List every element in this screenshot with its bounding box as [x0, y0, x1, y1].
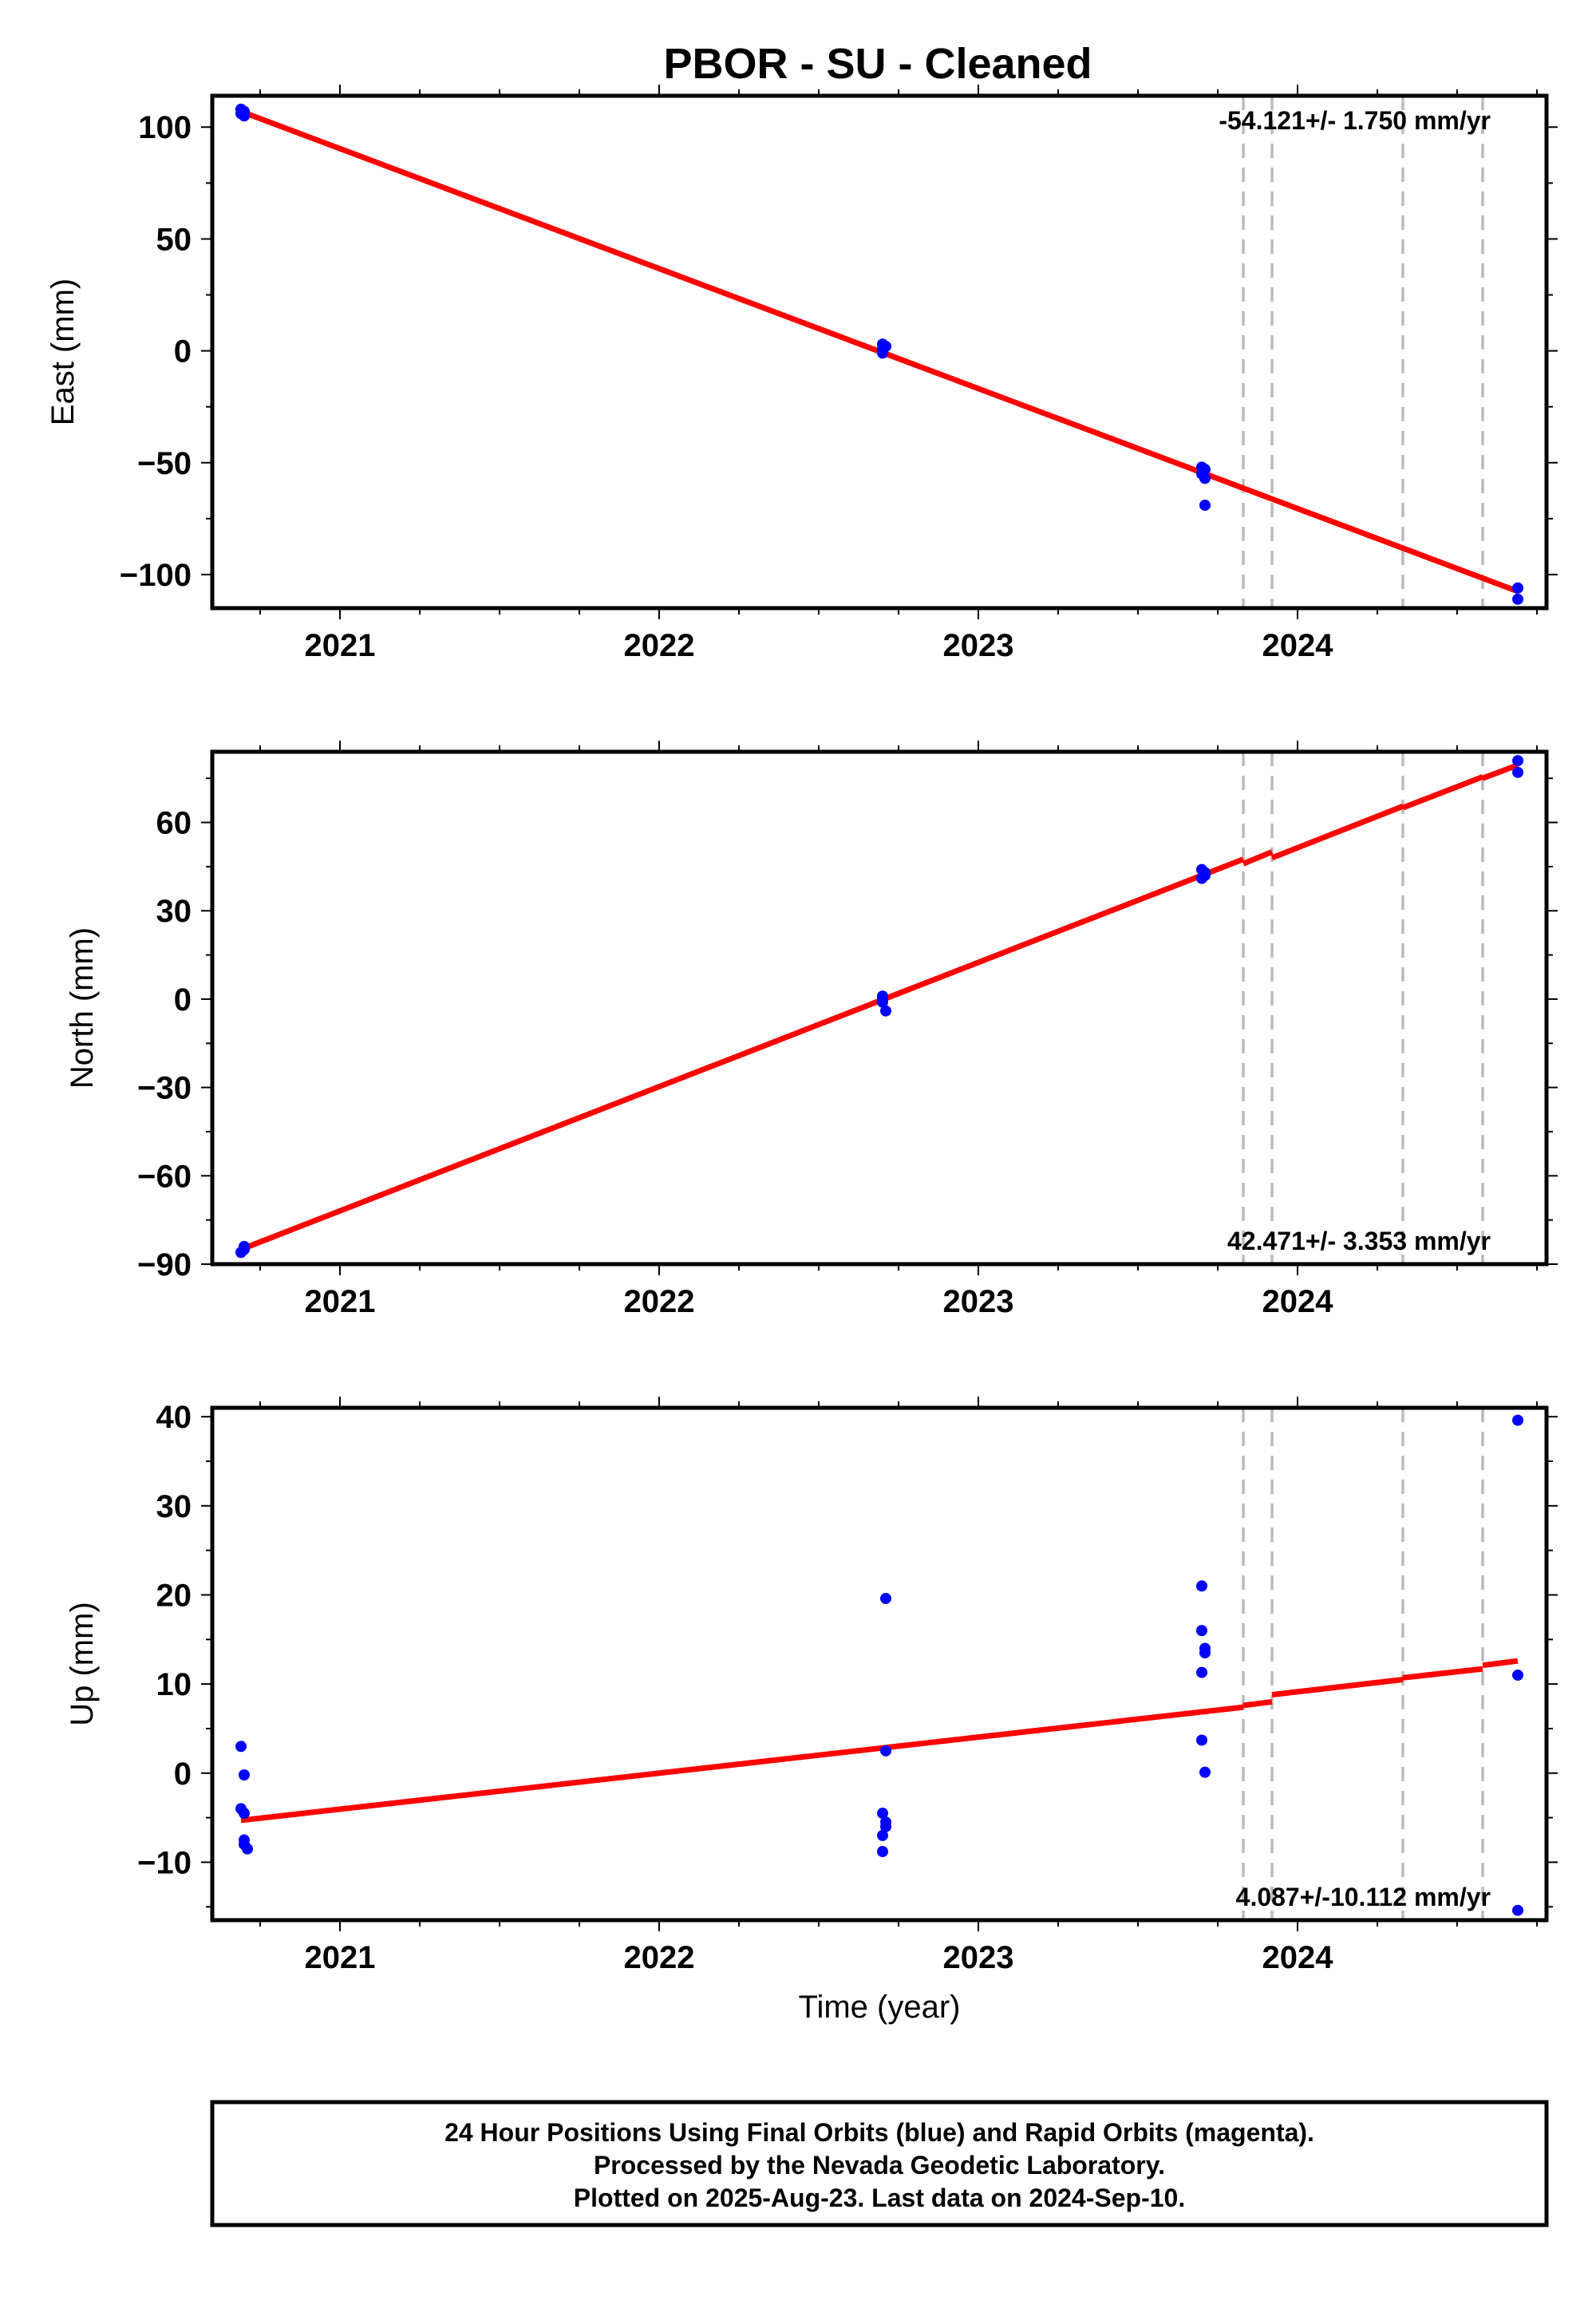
north-panel: 2021 2022 2023 2024 60 30 0 −30 −60 −90 North (mm)…: [65, 741, 1558, 1319]
x-tick-label: 2021: [305, 628, 376, 663]
x-tick-label: 2023: [943, 1940, 1014, 1975]
y-tick-label: −50: [137, 446, 192, 481]
plot-frame: [210, 749, 1549, 1267]
rate-label: -54.121+/- 1.750 mm/yr: [1219, 106, 1491, 135]
y-tick-label: −100: [120, 558, 192, 593]
data-point: [239, 1839, 250, 1851]
data-point: [1512, 582, 1523, 594]
x-tick-label: 2024: [1262, 1940, 1334, 1975]
data-point: [880, 340, 891, 352]
fit-line-segment: [1270, 804, 1404, 861]
fit-line-segment: [1242, 849, 1274, 867]
caption-line-3: Plotted on 2025-Aug-23. Last data on 202…: [574, 2184, 1185, 2212]
caption-line-2: Processed by the Nevada Geodetic Laborat…: [594, 2151, 1165, 2180]
x-tick-label: 2023: [943, 1284, 1014, 1319]
x-tick-label: 2022: [624, 1940, 695, 1975]
x-tick-label: 2023: [943, 628, 1014, 663]
rate-label: 4.087+/-10.112 mm/yr: [1236, 1883, 1491, 1911]
data-point: [880, 1005, 891, 1017]
x-tick-label: 2021: [305, 1284, 376, 1319]
y-tick-label: 10: [156, 1667, 192, 1702]
data-point: [1199, 1766, 1211, 1778]
plot-frame: [210, 93, 1549, 611]
x-tick-label: 2022: [624, 1284, 695, 1319]
data-point: [1196, 1666, 1207, 1678]
x-tick-label: 2022: [624, 628, 695, 663]
figure-title: PBOR - SU - Cleaned: [663, 40, 1092, 88]
data-point: [1512, 766, 1523, 778]
y-tick-label: 50: [156, 222, 192, 257]
data-point: [1199, 869, 1211, 881]
data-point: [1199, 472, 1211, 484]
y-tick-label: −10: [137, 1845, 192, 1880]
data-point: [239, 1808, 250, 1820]
data-point: [1199, 1647, 1211, 1659]
plot-area: [212, 1408, 1547, 1920]
caption-frame: [210, 2100, 1549, 2227]
data-point: [877, 1808, 888, 1820]
x-tick-label: 2024: [1262, 1284, 1334, 1319]
data-point: [880, 1592, 891, 1604]
caption-box: 24 Hour Positions Using Final Orbits (bl…: [210, 2100, 1549, 2227]
y-tick-label: 30: [156, 1489, 192, 1524]
y-tick-label: 100: [138, 110, 192, 145]
data-point: [877, 1829, 888, 1841]
data-point: [1512, 593, 1523, 605]
data-point: [880, 1745, 891, 1757]
x-tick-label: 2024: [1262, 628, 1334, 663]
y-tick-label: 30: [156, 894, 192, 929]
fit-line-segment: [1271, 1677, 1404, 1697]
y-tick-label: 0: [174, 334, 192, 370]
y-tick-label: 40: [156, 1400, 192, 1435]
x-tick-label: 2021: [305, 1940, 376, 1975]
y-axis-label: East (mm): [45, 279, 81, 425]
data-point: [1512, 1904, 1523, 1916]
up-panel: 2021 2022 2023 2024 40 30 20 10 0 −10 Up (mm) Time …: [65, 1397, 1558, 2025]
y-tick-label: 0: [174, 1757, 192, 1792]
data-point: [1512, 1414, 1523, 1426]
y-tick-label: −90: [137, 1247, 192, 1282]
data-point: [1512, 755, 1523, 767]
y-tick-label: 20: [156, 1578, 192, 1613]
fit-line-segment: [1402, 1666, 1483, 1681]
data-point: [1196, 1734, 1207, 1746]
data-point: [1199, 464, 1211, 476]
data-point: [877, 996, 888, 1008]
fit-line-segment: [1242, 1698, 1273, 1709]
y-tick-label: −30: [137, 1071, 192, 1106]
data-point: [1196, 1625, 1207, 1637]
y-axis-label: North (mm): [65, 927, 100, 1089]
data-point: [239, 110, 250, 122]
fit-line-segment: [1482, 1658, 1519, 1669]
y-tick-label: 60: [156, 806, 192, 841]
fit-line-segment: [240, 1704, 1244, 1824]
data-point: [239, 1769, 250, 1781]
fit-line-segment: [239, 856, 1245, 1252]
data-point: [235, 1741, 247, 1753]
y-axis-label: Up (mm): [65, 1602, 100, 1726]
fit-line-segment: [1401, 774, 1484, 811]
y-tick-label: 0: [174, 982, 192, 1018]
data-point: [1512, 1669, 1523, 1681]
data-point: [880, 1816, 891, 1828]
east-panel: 2021 2022 2023 2024 100 50 0 −50 −100 East (mm) -5…: [45, 85, 1558, 663]
data-point: [1196, 1580, 1207, 1592]
fit-line-segment: [1481, 762, 1519, 781]
data-point: [239, 1243, 250, 1255]
data-point: [1199, 500, 1211, 512]
y-tick-label: −60: [137, 1159, 192, 1194]
caption-line-1: 24 Hour Positions Using Final Orbits (bl…: [444, 2118, 1314, 2147]
rate-label: 42.471+/- 3.353 mm/yr: [1227, 1227, 1491, 1255]
data-point: [877, 1846, 888, 1858]
x-axis-label: Time (year): [799, 1990, 961, 2025]
plot-frame: [210, 1405, 1549, 1923]
